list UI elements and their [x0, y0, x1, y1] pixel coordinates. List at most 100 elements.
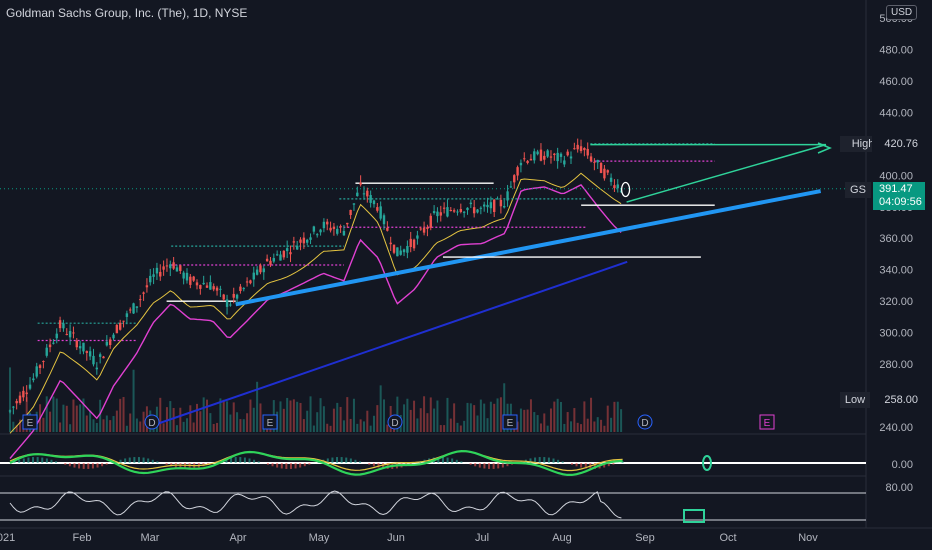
volume-bar [125, 425, 128, 432]
macd-histogram-bar [105, 463, 108, 465]
volume-bar [236, 412, 239, 432]
time-tick-label: May [309, 532, 330, 544]
macd-histogram-bar [18, 459, 21, 463]
candle-body [259, 265, 262, 273]
candle-body [349, 209, 352, 216]
macd-histogram-bar [234, 457, 237, 463]
macd-histogram-bar [96, 463, 99, 468]
candle-body [245, 281, 249, 283]
macd-histogram-bar [101, 463, 104, 467]
macd-histogram-bar [326, 458, 329, 463]
volume-bar [419, 408, 422, 432]
volume-bar [469, 403, 472, 432]
price-tick-label: 480.00 [879, 44, 913, 56]
last-price: 391.47 [879, 183, 913, 195]
candle-body [486, 204, 489, 208]
candle-body [132, 303, 135, 314]
candle-body [389, 242, 392, 245]
candle-body [165, 265, 169, 267]
volume-bar [105, 415, 108, 432]
target-arrow-head [817, 142, 832, 154]
macd-histogram-bar [303, 463, 306, 467]
candle-body [466, 207, 469, 211]
candle-body [529, 158, 533, 161]
volume-bar [15, 425, 18, 432]
candle-body [322, 221, 326, 229]
macd-histogram-bar [497, 463, 500, 469]
macd-histogram-bar [483, 463, 486, 469]
candle-body [543, 155, 546, 160]
volume-bar [219, 398, 222, 432]
candle-body [559, 153, 563, 157]
candle-body [95, 367, 99, 370]
volume-bar [172, 407, 175, 432]
candle-body [553, 153, 556, 156]
candle-body [282, 250, 286, 258]
rsi-tick-label: 80.00 [885, 482, 913, 494]
volume-bar [159, 397, 162, 432]
event-marker-letter: E [764, 418, 771, 429]
candle-body [372, 200, 376, 205]
volume-bar [282, 408, 285, 432]
candle-body [566, 151, 569, 156]
currency-badge[interactable]: USD [886, 5, 918, 20]
candle-body [199, 285, 202, 289]
volume-bar [112, 416, 115, 432]
macd-histogram-bar [73, 463, 76, 468]
candle-body [339, 226, 342, 228]
candle-body [122, 320, 125, 322]
macd-histogram-bar [492, 463, 495, 469]
volume-bar [583, 401, 586, 432]
volume-bar [549, 408, 552, 432]
candle-body [88, 351, 92, 357]
volume-bar [449, 418, 452, 432]
volume-bar [179, 407, 182, 432]
candle-body [289, 252, 292, 255]
candle-body [159, 271, 162, 277]
price-tick-label: 360.00 [879, 233, 913, 245]
candle-body [406, 246, 409, 253]
volume-bar [479, 399, 482, 432]
macd-histogram-bar [239, 457, 242, 463]
volume-bar [246, 413, 249, 432]
candle-body [252, 272, 255, 280]
macd-histogram-bar [488, 463, 491, 469]
candle-body [519, 162, 523, 166]
candle-body [12, 406, 15, 408]
macd-histogram-bar [128, 457, 131, 463]
volume-bar [286, 397, 289, 432]
volume-bar [75, 405, 78, 432]
candle-body [142, 292, 145, 294]
volume-bar [580, 424, 583, 432]
candle-body [75, 340, 78, 348]
macd-histogram-bar [82, 463, 85, 469]
candle-body [309, 237, 312, 240]
candle-body [175, 267, 179, 272]
volume-bar [226, 401, 229, 432]
candle-body [429, 215, 432, 228]
candle-body [579, 146, 583, 152]
volume-bar [339, 406, 342, 432]
macd-histogram-bar [27, 457, 30, 463]
macd-histogram-bar [41, 457, 44, 463]
candle-body [68, 331, 72, 338]
volume-bar [476, 415, 479, 432]
candle-body [285, 248, 289, 252]
volume-bar [249, 399, 252, 432]
candle-body [162, 266, 165, 270]
volume-bar [566, 412, 569, 432]
macd-histogram-bar [156, 461, 159, 463]
macd-histogram-bar [299, 463, 302, 468]
macd-histogram-bar [294, 463, 297, 469]
candle-body [412, 239, 416, 249]
volume-bar [379, 385, 382, 432]
candle-body [222, 294, 225, 300]
candle-body [145, 285, 149, 288]
volume-bar [563, 423, 566, 432]
candle-body [35, 366, 38, 377]
candle-body [382, 215, 386, 225]
volume-bar [366, 410, 369, 432]
symbol-label: GS [845, 182, 871, 198]
